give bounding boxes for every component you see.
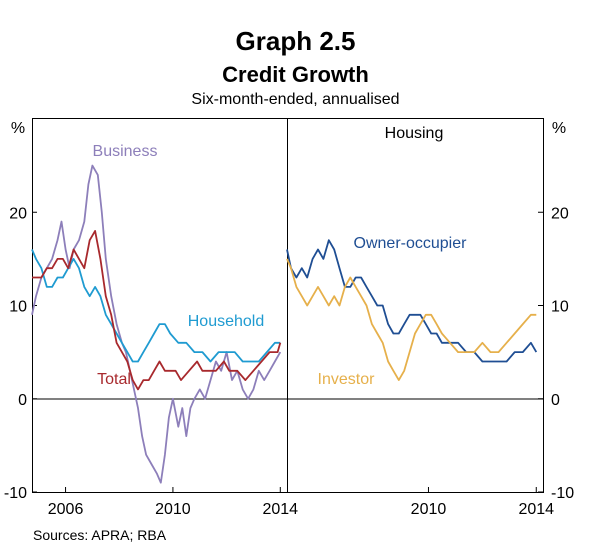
investor-series-label: Investor: [318, 371, 376, 388]
chart-subtitle: Credit Growth: [222, 62, 369, 87]
left-x-tick-label: 2010: [155, 501, 191, 518]
left-y-tick-label: 10: [9, 299, 27, 316]
left-y-tick-label: 20: [9, 205, 27, 222]
left-y-tick-label: 0: [18, 392, 27, 409]
right-y-unit-label: %: [552, 120, 566, 137]
left-y-unit-label: %: [11, 120, 25, 137]
right-x-tick-label: 2014: [518, 501, 554, 518]
right-y-tick-label: 20: [551, 205, 569, 222]
right-x-tick-label: 2010: [411, 501, 447, 518]
owner-occupier-series-label: Owner-occupier: [354, 235, 468, 252]
right-panel-frame: [287, 118, 544, 493]
right-y-tick-label: 0: [551, 392, 560, 409]
housing-panel-title: Housing: [385, 125, 444, 142]
owner-occupier-line: [286, 239, 538, 363]
source-note: Sources: APRA; RBA: [33, 527, 167, 543]
right-y-tick-label: 10: [551, 299, 569, 316]
left-x-tick-label: 2014: [262, 501, 298, 518]
chart-units-note: Six-month-ended, annualised: [191, 91, 400, 108]
business-series-label: Business: [93, 143, 158, 160]
investor-line: [286, 258, 537, 381]
household-series-label: Household: [188, 313, 265, 330]
total-line: [32, 230, 282, 391]
right-y-tick-label: -10: [551, 485, 574, 502]
left-x-tick-label: 2006: [48, 501, 84, 518]
total-series-label: Total: [97, 371, 131, 388]
chart-title: Graph 2.5: [235, 26, 356, 56]
household-line: [31, 249, 281, 363]
left-y-tick-label: -10: [4, 485, 27, 502]
left-panel-frame: [32, 118, 288, 493]
